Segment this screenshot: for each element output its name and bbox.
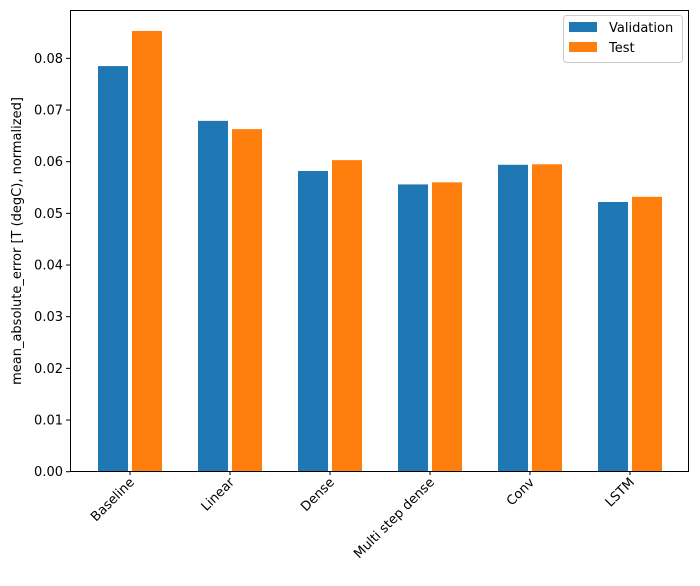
bar-validation-conv <box>498 164 528 472</box>
bar-validation-dense <box>298 170 328 472</box>
bar-validation-multi-step-dense <box>398 184 428 472</box>
x-tick-label: Baseline <box>88 475 138 525</box>
legend-swatch-validation <box>569 22 597 32</box>
x-tick-label: Multi step dense <box>351 475 438 562</box>
bar-test-conv <box>532 164 562 472</box>
legend-label-validation: Validation <box>609 21 673 36</box>
x-tick-label: Conv <box>504 475 538 509</box>
y-tick-label: 0.05 <box>34 207 63 222</box>
legend-label-test: Test <box>608 41 635 56</box>
x-tick-label: Dense <box>298 475 338 515</box>
plot-frame <box>70 10 689 472</box>
y-tick-label: 0.03 <box>34 310 63 325</box>
y-tick-label: 0.04 <box>34 259 63 274</box>
legend-swatch-test <box>569 42 597 52</box>
bar-test-multi-step-dense <box>432 182 462 472</box>
bar-validation-baseline <box>98 66 128 472</box>
bar-test-baseline <box>132 30 162 472</box>
x-tick-label: Linear <box>199 475 239 515</box>
legend: Validation Test <box>563 15 683 63</box>
y-tick-label: 0.07 <box>34 104 63 119</box>
bar-validation-linear <box>198 120 228 472</box>
y-tick-label: 0.08 <box>34 52 63 67</box>
y-tick-label: 0.00 <box>34 465 63 480</box>
x-tick-label: LSTM <box>603 475 638 510</box>
bar-validation-lstm <box>598 201 628 472</box>
y-tick-label: 0.01 <box>34 414 63 429</box>
bar-test-lstm <box>632 196 662 472</box>
y-axis-label: mean_absolute_error [T (degC), normalize… <box>10 97 25 385</box>
bar-test-dense <box>332 160 362 472</box>
y-tick-label: 0.06 <box>34 155 63 170</box>
bar-test-linear <box>232 129 262 472</box>
y-tick-label: 0.02 <box>34 362 63 377</box>
